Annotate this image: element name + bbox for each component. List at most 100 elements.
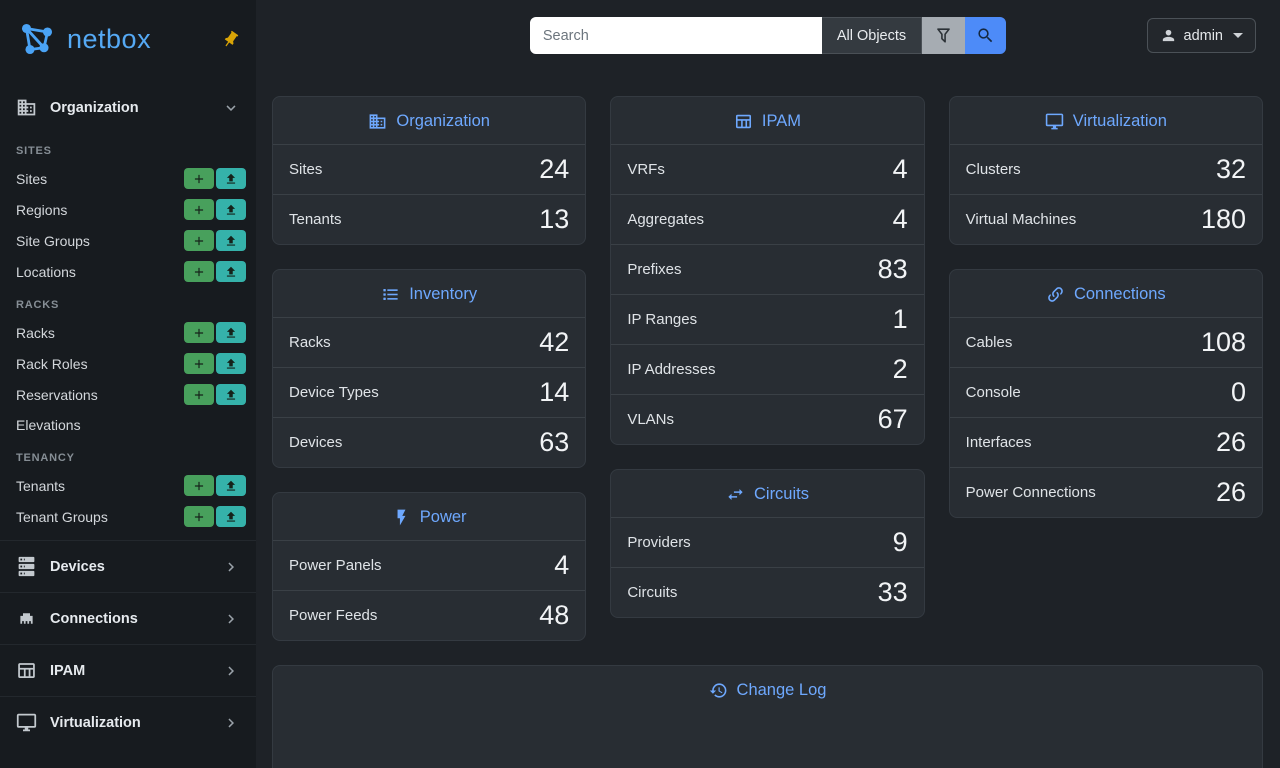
- stat-link[interactable]: Providers: [627, 534, 691, 551]
- import-button[interactable]: [216, 322, 246, 343]
- card-title-link[interactable]: Virtualization: [1072, 112, 1167, 130]
- stat-value: 26: [1215, 477, 1246, 507]
- stat-link[interactable]: VRFs: [627, 161, 665, 178]
- list-icon: [381, 285, 400, 304]
- upload-icon: [224, 510, 238, 524]
- card-organization: Organization Sites 24 Tenants 13: [272, 96, 587, 245]
- add-button[interactable]: [184, 353, 214, 374]
- search-input[interactable]: [529, 17, 822, 54]
- stat-link[interactable]: Racks: [289, 334, 331, 351]
- sidebar-link-elevations[interactable]: Elevations: [16, 417, 81, 433]
- stat-row: Prefixes 83: [611, 244, 924, 294]
- add-button[interactable]: [184, 384, 214, 405]
- card-title-link[interactable]: Connections: [1073, 285, 1166, 303]
- sidebar-item-organization[interactable]: Organization: [0, 82, 256, 133]
- stat-value: 24: [539, 154, 570, 184]
- plus-icon: [192, 326, 206, 340]
- stat-link[interactable]: IP Ranges: [627, 311, 698, 328]
- stat-row: Cables 108: [949, 317, 1262, 367]
- sidebar-item-ipam[interactable]: IPAM: [0, 644, 256, 696]
- sidebar-link-rack-roles[interactable]: Rack Roles: [16, 355, 88, 372]
- card-title-link[interactable]: Change Log: [736, 681, 827, 699]
- card-title-link[interactable]: Organization: [396, 112, 490, 130]
- add-button[interactable]: [184, 506, 214, 527]
- brand-link[interactable]: netbox: [16, 18, 151, 60]
- stat-link[interactable]: Virtual Machines: [965, 211, 1077, 228]
- import-button[interactable]: [216, 384, 246, 405]
- search-icon: [976, 26, 995, 45]
- stat-link[interactable]: Device Types: [289, 384, 379, 401]
- card-header: Organization: [273, 97, 585, 144]
- import-button[interactable]: [216, 168, 246, 189]
- stat-link[interactable]: Power Connections: [965, 484, 1096, 501]
- import-button[interactable]: [216, 475, 246, 496]
- card-circuits: Circuits Providers 9 Circuits 33: [610, 469, 925, 618]
- upload-icon: [224, 203, 238, 217]
- add-button[interactable]: [184, 168, 214, 189]
- stat-link[interactable]: Power Panels: [289, 557, 382, 574]
- card-change-log: Change Log: [272, 665, 1263, 768]
- search-scope-button[interactable]: All Objects: [821, 17, 923, 54]
- sidebar-link-reservations[interactable]: Reservations: [16, 386, 98, 403]
- add-button[interactable]: [184, 230, 214, 251]
- sidebar-item-regions: Regions: [0, 194, 256, 225]
- sidebar-item-devices[interactable]: Devices: [0, 540, 256, 592]
- upload-icon: [224, 172, 238, 186]
- stat-link[interactable]: Circuits: [627, 584, 678, 601]
- stat-link[interactable]: Aggregates: [627, 211, 705, 228]
- add-button[interactable]: [184, 199, 214, 220]
- stat-link[interactable]: Tenants: [289, 211, 342, 228]
- add-button[interactable]: [184, 261, 214, 282]
- stat-row: Console 0: [949, 367, 1262, 417]
- card-title-link[interactable]: Inventory: [409, 285, 478, 303]
- stat-link[interactable]: Clusters: [965, 161, 1021, 178]
- card-header: Power: [273, 493, 585, 540]
- sidebar-link-regions[interactable]: Regions: [16, 201, 68, 218]
- stat-link[interactable]: Power Feeds: [289, 607, 378, 624]
- sidebar-link-locations[interactable]: Locations: [16, 263, 76, 280]
- import-button[interactable]: [216, 261, 246, 282]
- swap-icon: [726, 485, 745, 504]
- card-header: Change Log: [273, 666, 1262, 713]
- sidebar-pin-button[interactable]: [219, 28, 242, 51]
- stat-link[interactable]: IP Addresses: [627, 361, 716, 378]
- brand-name: netbox: [67, 23, 152, 54]
- stat-link[interactable]: Console: [965, 384, 1021, 401]
- sidebar-link-sites[interactable]: Sites: [16, 170, 48, 187]
- card-title-link[interactable]: IPAM: [761, 112, 802, 130]
- stat-link[interactable]: Sites: [289, 161, 323, 178]
- stat-link[interactable]: Devices: [289, 434, 343, 451]
- stat-value: 4: [554, 550, 570, 580]
- monitor-icon: [1045, 112, 1064, 131]
- search-group: All Objects: [529, 17, 1007, 54]
- import-button[interactable]: [216, 230, 246, 251]
- sidebar-link-site-groups[interactable]: Site Groups: [16, 232, 90, 249]
- stat-value: 180: [1200, 204, 1246, 234]
- stat-link[interactable]: Prefixes: [627, 261, 682, 278]
- add-button[interactable]: [184, 322, 214, 343]
- import-button[interactable]: [216, 506, 246, 527]
- filter-button[interactable]: [922, 17, 966, 54]
- sidebar-link-tenant-groups[interactable]: Tenant Groups: [16, 508, 108, 525]
- sidebar-item-elevations: Elevations: [0, 410, 256, 440]
- sidebar-item-virtualization[interactable]: Virtualization: [0, 696, 256, 748]
- add-button[interactable]: [184, 475, 214, 496]
- stat-link[interactable]: VLANs: [627, 411, 675, 428]
- user-menu-button[interactable]: admin: [1146, 18, 1256, 53]
- import-button[interactable]: [216, 199, 246, 220]
- search-submit-button[interactable]: [965, 17, 1007, 54]
- sidebar-link-racks[interactable]: Racks: [16, 324, 55, 341]
- stat-link[interactable]: Cables: [965, 334, 1013, 351]
- import-button[interactable]: [216, 353, 246, 374]
- card-title-link[interactable]: Circuits: [753, 485, 809, 503]
- plus-icon: [192, 479, 206, 493]
- card-ipam: IPAM VRFs 4 Aggregates 4 Prefixes 83: [610, 96, 925, 445]
- netbox-logo-icon: [16, 18, 58, 60]
- sidebar-item-connections[interactable]: Connections: [0, 592, 256, 644]
- plus-icon: [192, 234, 206, 248]
- plus-icon: [192, 265, 206, 279]
- card-title-link[interactable]: Power: [419, 508, 467, 526]
- chevron-right-icon: [222, 610, 240, 628]
- sidebar-link-tenants[interactable]: Tenants: [16, 477, 66, 494]
- stat-link[interactable]: Interfaces: [965, 434, 1032, 451]
